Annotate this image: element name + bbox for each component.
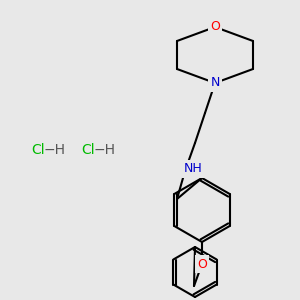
Text: Cl: Cl	[81, 143, 95, 157]
Text: NH: NH	[184, 163, 202, 176]
Text: N: N	[210, 76, 220, 89]
Text: Cl: Cl	[31, 143, 45, 157]
Text: O: O	[210, 20, 220, 34]
Text: −H: −H	[44, 143, 66, 157]
Text: O: O	[197, 257, 207, 271]
Text: −H: −H	[94, 143, 116, 157]
